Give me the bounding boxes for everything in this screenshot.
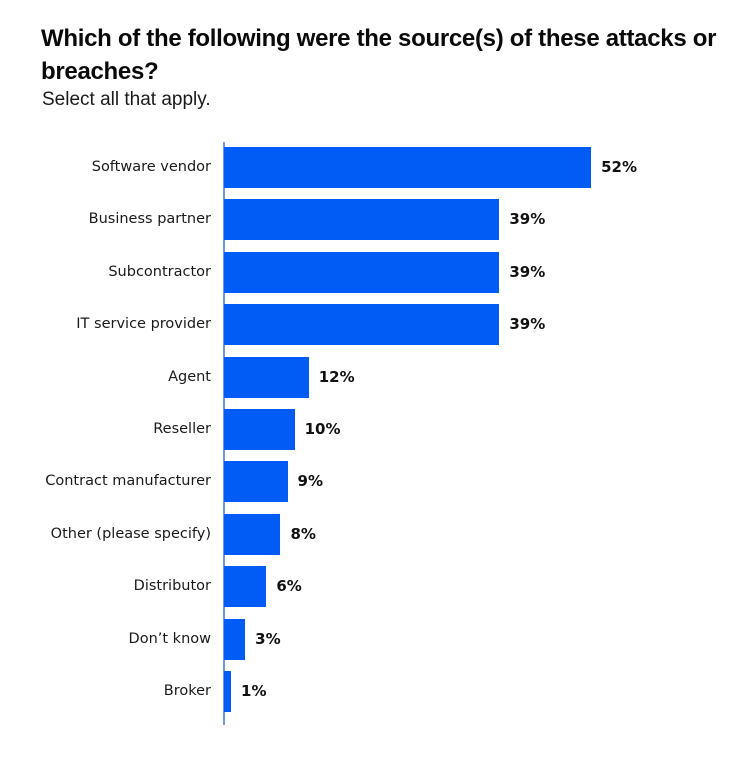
bar (224, 304, 500, 346)
bar (224, 409, 295, 450)
bar-row: Software vendor 52% (0, 147, 750, 188)
bar (224, 618, 246, 660)
value-label: 10% (304, 420, 341, 438)
bar-row: Reseller 10% (0, 409, 750, 450)
category-label: Agent (168, 368, 211, 385)
value-label: 52% (601, 158, 638, 176)
bar-row: IT service provider 39% (0, 304, 750, 346)
value-label: 3% (255, 629, 281, 648)
bar-row: Distributor 6% (0, 566, 750, 608)
bar (224, 199, 500, 241)
category-label: IT service provider (76, 316, 211, 333)
category-label: Contract manufacturer (45, 473, 211, 490)
bar (224, 513, 281, 555)
value-label: 9% (297, 472, 323, 491)
bar-row: Business partner 39% (0, 199, 750, 241)
bar (224, 356, 309, 398)
category-label: Other (please specify) (50, 525, 211, 542)
category-label: Reseller (153, 421, 211, 437)
bar-row: Contract manufacturer 9% (0, 461, 750, 503)
bar (224, 251, 500, 293)
value-label: 6% (276, 577, 302, 596)
value-label: 1% (241, 682, 267, 700)
bar-row: Other (please specify) 8% (0, 513, 750, 555)
chart-title: Which of the following were the source(s… (41, 25, 717, 85)
category-label: Business partner (88, 211, 211, 228)
bar (224, 461, 288, 503)
value-label: 39% (509, 210, 546, 229)
category-label: Software vendor (91, 159, 211, 175)
bar-row: Agent 12% (0, 356, 750, 398)
value-label: 12% (318, 367, 355, 386)
bar (224, 147, 592, 188)
category-label: Broker (163, 683, 211, 699)
bar-row: Subcontractor 39% (0, 251, 750, 293)
category-label: Subcontractor (108, 263, 211, 280)
chart-subtitle: Select all that apply. (42, 89, 211, 110)
bar (224, 566, 267, 608)
bar-row: Don’t know 3% (0, 618, 750, 660)
bar-row: Broker 1% (0, 671, 750, 712)
value-label: 39% (509, 315, 546, 334)
category-label: Distributor (133, 578, 211, 595)
category-label: Don’t know (128, 630, 211, 647)
value-label: 8% (290, 524, 316, 543)
value-label: 39% (509, 262, 546, 281)
y-axis-line (223, 142, 225, 725)
bar (224, 671, 232, 712)
